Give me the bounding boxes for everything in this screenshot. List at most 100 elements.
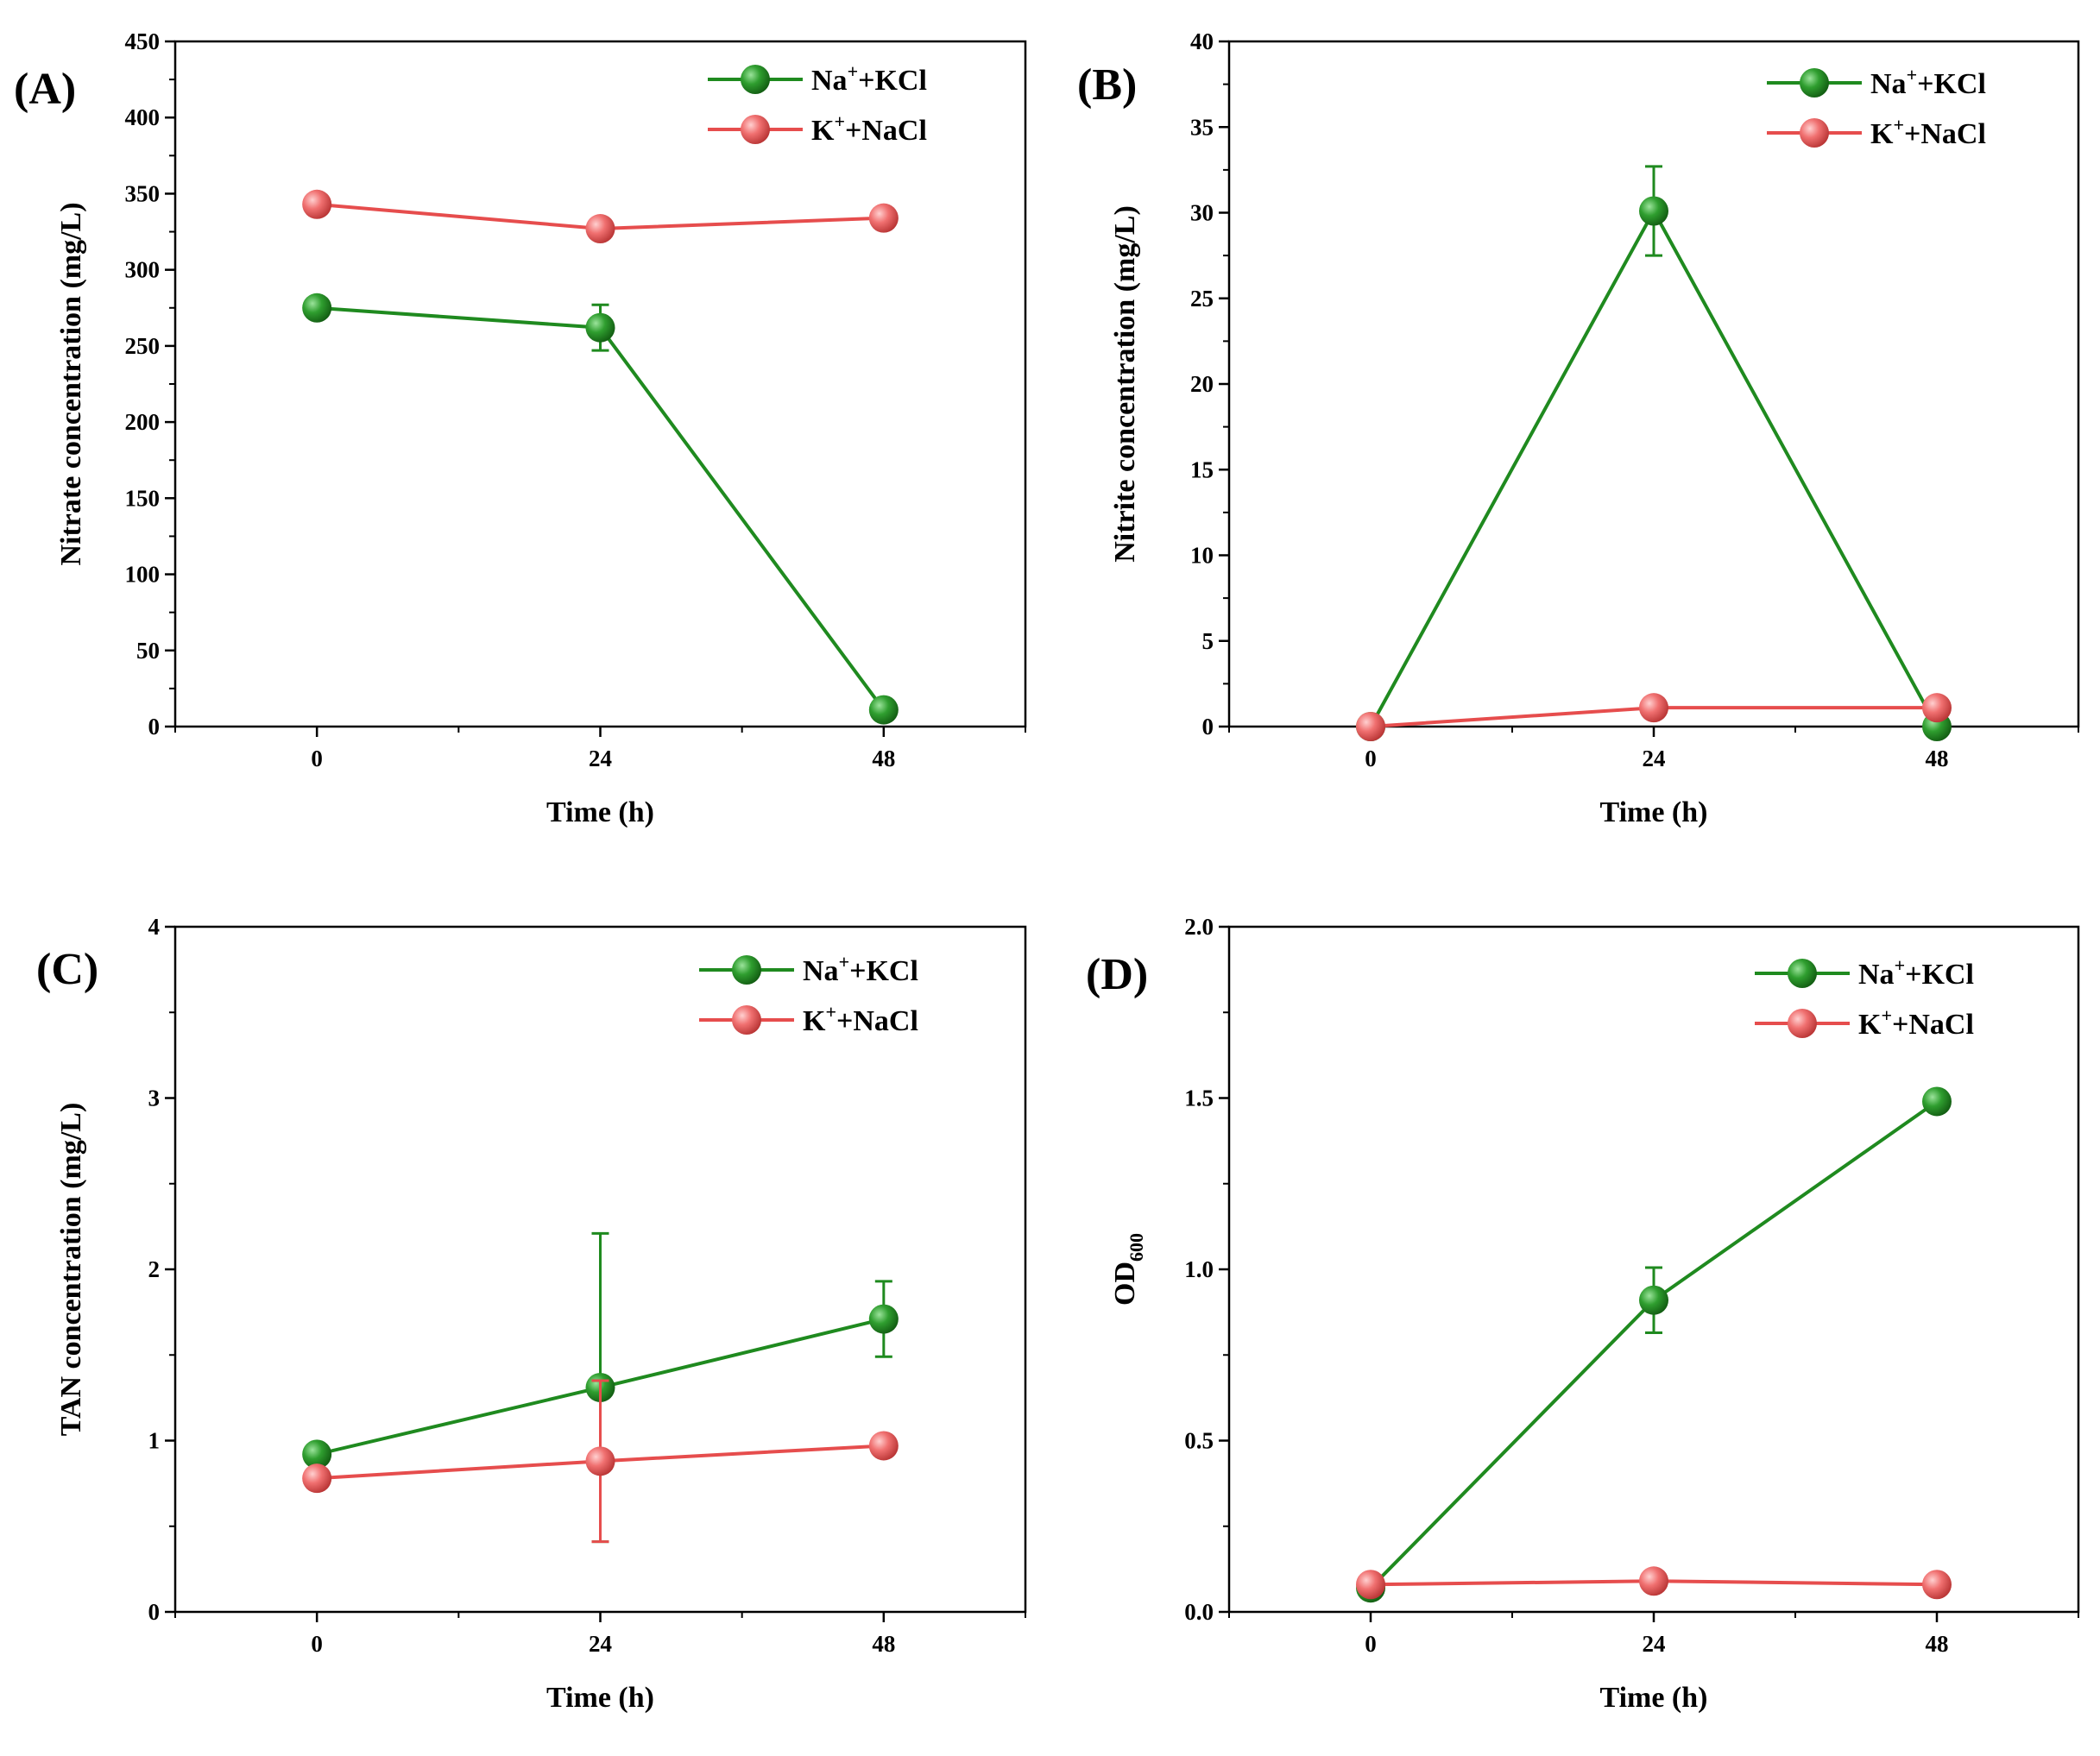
legend-entry: K++NaCl bbox=[811, 110, 927, 147]
legend-marker bbox=[1800, 68, 1829, 98]
y-axis-title-main: Nitrate concentration (mg/L) bbox=[55, 202, 87, 565]
x-axis-title: Time (h) bbox=[546, 796, 654, 828]
chart-panel-1: 0 50 100 150 200 250 300 350 400 450 0 24 48 Time (h)… bbox=[14, 28, 1027, 828]
legend-entry-main: Na bbox=[1870, 68, 1907, 100]
legend-entry-main: K bbox=[1858, 1009, 1882, 1041]
legend-entry: K++NaCl bbox=[1858, 1004, 1974, 1041]
y-axis-title-main: Nitrite concentration (mg/L) bbox=[1109, 205, 1141, 563]
data-point bbox=[585, 1446, 615, 1476]
legend-entry: K++NaCl bbox=[1870, 114, 1986, 150]
y-tick-label: 300 bbox=[125, 257, 161, 283]
x-tick-label: 0 bbox=[311, 1631, 323, 1657]
y-tick-label: 250 bbox=[125, 333, 161, 359]
y-tick-label: 10 bbox=[1190, 543, 1214, 569]
series-red bbox=[302, 189, 899, 244]
x-tick-label: 24 bbox=[589, 1631, 612, 1657]
y-axis-title: Nitrate concentration (mg/L) bbox=[55, 202, 87, 565]
series-red bbox=[1356, 693, 1952, 741]
series-line bbox=[1369, 207, 1939, 727]
data-point bbox=[302, 1463, 332, 1494]
panel-label: (B) bbox=[1077, 60, 1137, 110]
y-tick-label: 2 bbox=[148, 1256, 161, 1282]
y-tick-label: 100 bbox=[125, 562, 161, 588]
chart-panel-2: 0 5 10 15 20 25 30 35 40 0 24 48 Time (h) Nitrite con… bbox=[1077, 28, 2080, 828]
x-tick-label: 0 bbox=[1365, 746, 1377, 771]
y-axis-title-subscript: 600 bbox=[1126, 1233, 1147, 1262]
x-tick-label: 48 bbox=[1926, 746, 1949, 771]
y-axis-title-main: OD bbox=[1109, 1262, 1141, 1306]
legend-entry-rest: +NaCl bbox=[1892, 1009, 1974, 1041]
legend-entry-rest: +NaCl bbox=[836, 1005, 918, 1037]
legend-entry-rest: +NaCl bbox=[1904, 118, 1986, 150]
y-tick-label: 450 bbox=[125, 28, 161, 54]
legend-marker bbox=[741, 65, 770, 94]
y-axis-title: Nitrite concentration (mg/L) bbox=[1109, 205, 1141, 563]
y-axis-title: OD600 bbox=[1109, 1233, 1147, 1306]
y-tick-label: 200 bbox=[125, 409, 161, 435]
data-point bbox=[1639, 1566, 1668, 1596]
panel-label: (D) bbox=[1086, 950, 1148, 999]
legend-entry-superscript: + bbox=[825, 1001, 836, 1023]
y-tick-label: 1.5 bbox=[1184, 1086, 1214, 1111]
y-tick-label: 0.0 bbox=[1184, 1599, 1214, 1625]
data-point bbox=[585, 214, 615, 244]
data-point bbox=[302, 293, 332, 323]
y-tick-label: 2.0 bbox=[1184, 914, 1214, 940]
legend-marker bbox=[1800, 118, 1829, 148]
y-tick-label: 0 bbox=[1202, 714, 1214, 740]
legend-marker bbox=[732, 955, 761, 985]
y-tick-label: 50 bbox=[136, 638, 160, 664]
y-tick-label: 0 bbox=[148, 1599, 161, 1625]
chart-panel-3: 0 1 2 3 4 0 24 48 Time (h) TAN concentration (mg/… bbox=[36, 914, 1027, 1714]
y-tick-label: 400 bbox=[125, 104, 161, 130]
y-tick-label: 40 bbox=[1190, 28, 1214, 54]
panel-label: (C) bbox=[36, 945, 98, 994]
legend-entry-superscript: + bbox=[839, 951, 850, 972]
y-tick-label: 35 bbox=[1190, 114, 1214, 140]
legend-entry-rest: +KCl bbox=[1917, 68, 1986, 100]
data-point bbox=[302, 189, 332, 219]
data-point bbox=[1356, 1570, 1385, 1600]
series-green bbox=[1356, 1086, 1952, 1603]
y-axis-title: TAN concentration (mg/L) bbox=[55, 1103, 87, 1437]
legend-entry-rest: +NaCl bbox=[845, 115, 927, 147]
legend-entry: Na++KCl bbox=[803, 951, 918, 987]
y-axis-title-main: TAN concentration (mg/L) bbox=[55, 1103, 87, 1437]
data-point bbox=[868, 203, 899, 233]
legend-entry-rest: +KCl bbox=[858, 65, 927, 97]
legend-entry-superscript: + bbox=[1893, 114, 1904, 135]
y-tick-label: 20 bbox=[1190, 371, 1214, 397]
x-tick-label: 0 bbox=[1365, 1631, 1377, 1657]
y-tick-label: 0.5 bbox=[1184, 1428, 1214, 1454]
series-line bbox=[1369, 1099, 1939, 1589]
legend-entry: K++NaCl bbox=[803, 1001, 918, 1037]
x-tick-label: 0 bbox=[311, 746, 323, 771]
y-tick-label: 3 bbox=[148, 1086, 161, 1111]
x-tick-label: 48 bbox=[872, 746, 895, 771]
legend-marker bbox=[1788, 959, 1817, 988]
y-tick-label: 150 bbox=[125, 485, 161, 511]
x-tick-label: 24 bbox=[1643, 1631, 1666, 1657]
data-point bbox=[585, 312, 615, 343]
legend-entry-superscript: + bbox=[1895, 954, 1906, 976]
series-green bbox=[302, 293, 899, 725]
x-axis-title: Time (h) bbox=[1600, 796, 1708, 828]
x-tick-label: 24 bbox=[589, 746, 612, 771]
data-point bbox=[868, 1304, 899, 1334]
legend-entry: Na++KCl bbox=[1870, 64, 1986, 100]
data-point bbox=[1639, 196, 1668, 226]
legend-entry-superscript: + bbox=[1881, 1004, 1892, 1026]
legend-entry: Na++KCl bbox=[1858, 954, 1974, 991]
legend-entry-main: Na bbox=[803, 955, 839, 987]
legend-entry-rest: +KCl bbox=[1905, 959, 1974, 991]
series-green bbox=[1356, 165, 1952, 741]
series-red bbox=[1356, 1566, 1952, 1600]
y-tick-label: 350 bbox=[125, 180, 161, 206]
y-tick-label: 15 bbox=[1190, 456, 1214, 482]
x-tick-label: 48 bbox=[872, 1631, 895, 1657]
legend-entry-main: Na bbox=[1858, 959, 1895, 991]
